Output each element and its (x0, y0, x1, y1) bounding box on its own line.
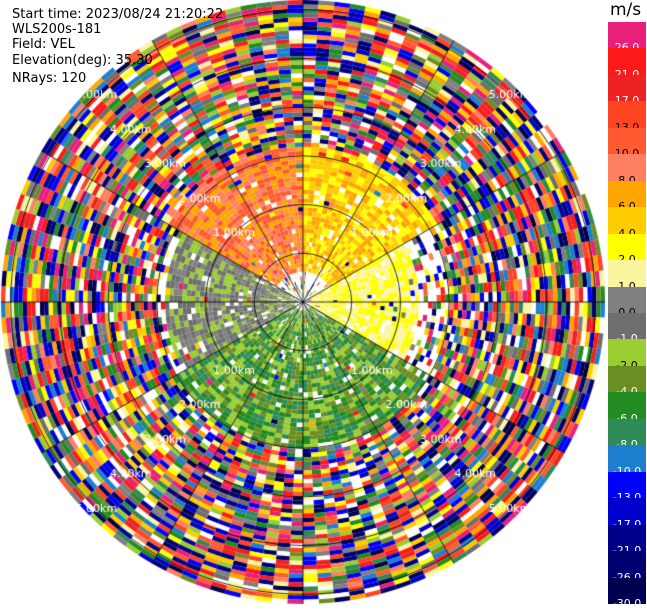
colorbar-segment (608, 180, 646, 208)
colorbar-segment (608, 471, 646, 499)
start-time-label: Start time: 2023/08/24 21:20:22 (12, 7, 224, 22)
elevation-label: Elevation(deg): 35.30 (12, 53, 153, 68)
colorbar-tick-label: 13.0 (608, 122, 646, 133)
colorbar-segment (608, 154, 646, 182)
colorbar-segment (608, 260, 646, 288)
colorbar-tick-label: -21.0 (608, 545, 646, 556)
colorbar-segment (608, 339, 646, 367)
colorbar-segment (608, 22, 646, 49)
instrument-label: WLS200s-181 (12, 22, 102, 37)
colorbar-segment (608, 551, 646, 579)
colorbar-segment (608, 127, 646, 155)
colorbar-segment (608, 392, 646, 420)
colorbar-tick-label: 17.0 (608, 95, 646, 106)
colorbar-tick-label: -13.0 (608, 492, 646, 503)
colorbar-tick-label: 2.0 (608, 254, 646, 265)
colorbar-tick-label: 8.0 (608, 175, 646, 186)
colorbar-tick-label: 1.0 (608, 281, 646, 292)
ppi-velocity-plot (0, 0, 606, 607)
colorbar: 26.0 21.0 17.0 13.0 10.0 8.0 6.0 4.0 2.0 1.0 0.0 -1… (608, 22, 646, 609)
colorbar-segment (608, 577, 646, 605)
colorbar-tick-label: 0.0 (608, 307, 646, 318)
colorbar-tick-label: 4.0 (608, 228, 646, 239)
colorbar-tick-label: 21.0 (608, 69, 646, 80)
colorbar-tick-label: -17.0 (608, 519, 646, 530)
colorbar-unit: m/s (610, 0, 642, 20)
colorbar-tick-label: -2.0 (608, 360, 646, 371)
colorbar-tick-label: -8.0 (608, 439, 646, 450)
colorbar-segment (608, 74, 646, 102)
colorbar-segment (608, 48, 646, 76)
colorbar-segment (608, 313, 646, 340)
colorbar-tick-label: -10.0 (608, 466, 646, 477)
colorbar-tick-label: -4.0 (608, 386, 646, 397)
colorbar-segment (608, 524, 646, 552)
colorbar-segment (608, 207, 646, 235)
colorbar-tick-label: -26.0 (608, 572, 646, 583)
colorbar-segment (608, 418, 646, 446)
colorbar-tick-label: 10.0 (608, 148, 646, 159)
colorbar-tick-label: 6.0 (608, 201, 646, 212)
colorbar-segment (608, 286, 646, 314)
nrays-label: NRays: 120 (12, 71, 87, 86)
colorbar-segment (608, 498, 646, 526)
colorbar-segment (608, 445, 646, 473)
colorbar-tick-label: -30.0 (612, 597, 642, 610)
colorbar-segment (608, 365, 646, 393)
colorbar-tick-label: -6.0 (608, 413, 646, 424)
field-label: Field: VEL (12, 37, 75, 52)
colorbar-segment (608, 101, 646, 129)
colorbar-tick-label: -1.0 (608, 333, 646, 344)
colorbar-tick-label: 26.0 (608, 42, 646, 53)
colorbar-segment (608, 233, 646, 261)
